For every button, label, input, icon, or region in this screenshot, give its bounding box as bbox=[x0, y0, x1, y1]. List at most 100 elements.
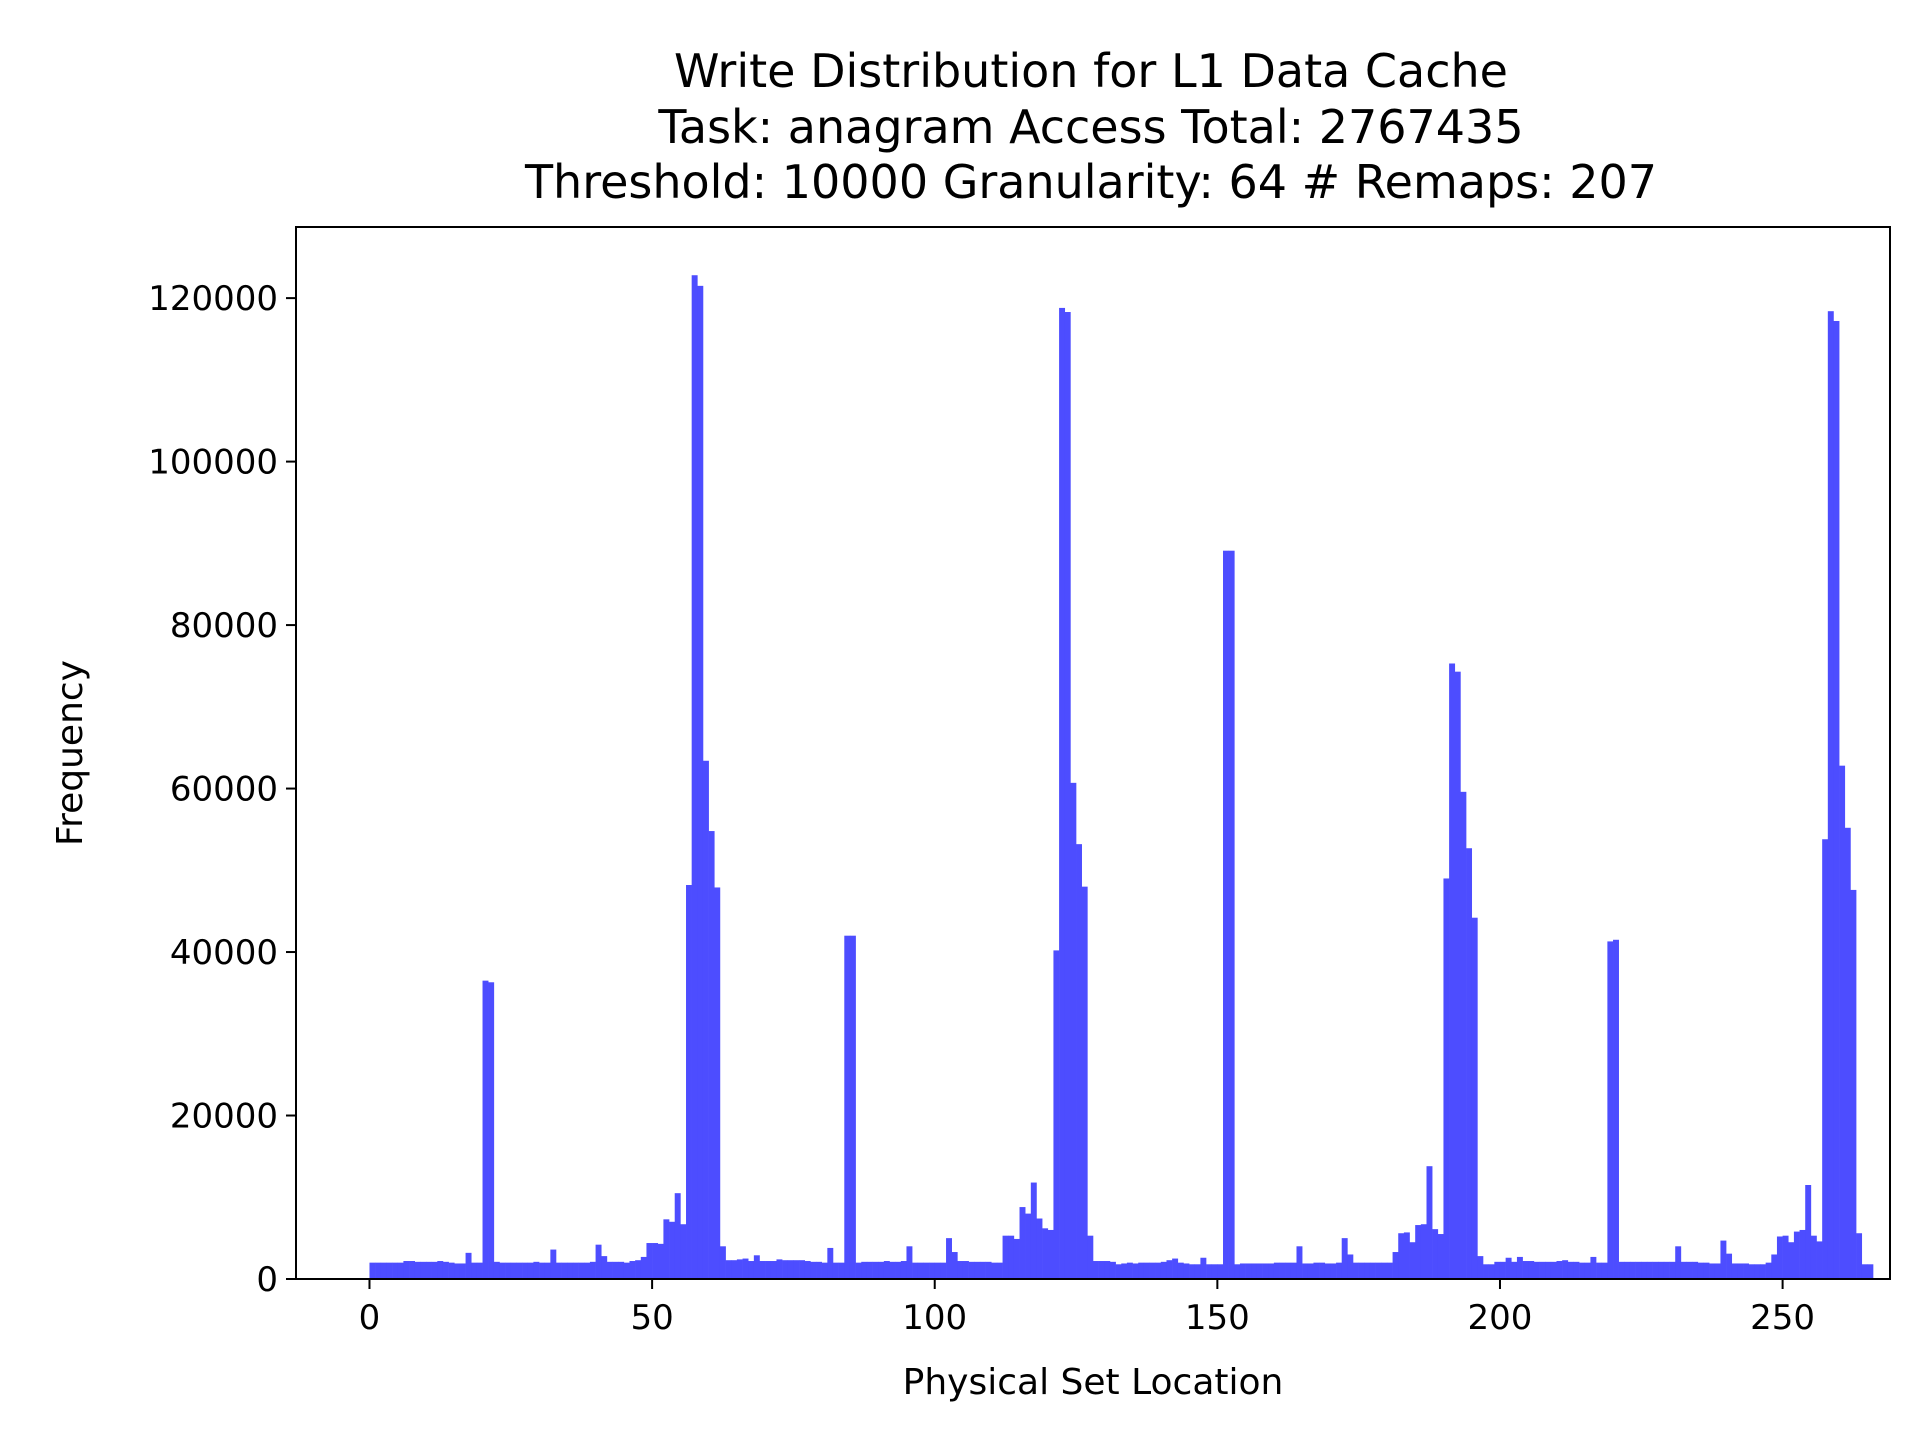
histogram-bar bbox=[652, 1243, 659, 1279]
histogram-bar bbox=[1573, 1261, 1580, 1279]
histogram-bar bbox=[1115, 1264, 1122, 1279]
histogram-bar bbox=[838, 1262, 845, 1279]
histogram-bar bbox=[409, 1261, 415, 1279]
histogram-bar bbox=[618, 1261, 625, 1279]
histogram-bar bbox=[1398, 1233, 1405, 1279]
histogram-bar bbox=[946, 1238, 952, 1279]
histogram-bar bbox=[1200, 1257, 1207, 1279]
histogram-bar bbox=[1714, 1263, 1721, 1279]
histogram-bar bbox=[1499, 1261, 1506, 1279]
histogram-bar bbox=[1477, 1256, 1484, 1279]
histogram-bar bbox=[1697, 1262, 1704, 1279]
histogram-bar bbox=[844, 935, 851, 1279]
histogram-bar bbox=[1488, 1264, 1495, 1279]
histogram-bar bbox=[1403, 1232, 1410, 1279]
histogram-bar bbox=[1782, 1235, 1789, 1279]
histogram-bar bbox=[1641, 1261, 1648, 1279]
histogram-bar bbox=[369, 1262, 376, 1279]
histogram-bar bbox=[465, 1252, 472, 1279]
histogram-bar bbox=[1409, 1242, 1416, 1279]
histogram-bar bbox=[1658, 1261, 1665, 1279]
histogram-bar bbox=[748, 1261, 755, 1279]
histogram-bar bbox=[1234, 1264, 1241, 1279]
histogram-bar bbox=[1019, 1207, 1026, 1279]
histogram-bar bbox=[1324, 1263, 1331, 1279]
histogram-bar bbox=[1166, 1260, 1173, 1279]
histogram-bar bbox=[516, 1262, 523, 1279]
histogram-bar bbox=[940, 1262, 947, 1279]
histogram-bar bbox=[731, 1260, 738, 1279]
histogram-bar bbox=[1703, 1262, 1710, 1279]
histogram-bar bbox=[1217, 1264, 1224, 1279]
histogram-bar bbox=[719, 1246, 726, 1279]
histogram-bar bbox=[1505, 1257, 1512, 1279]
histogram-bar bbox=[900, 1261, 907, 1279]
histogram-bar bbox=[578, 1262, 585, 1279]
histogram-bar bbox=[1567, 1261, 1574, 1279]
histogram-bar bbox=[493, 1261, 500, 1279]
histogram-bar bbox=[996, 1262, 1003, 1279]
histogram-bar bbox=[1177, 1262, 1184, 1279]
histogram-bar bbox=[1805, 1185, 1812, 1279]
histogram-bar bbox=[1319, 1262, 1326, 1279]
histogram-bar bbox=[1601, 1262, 1608, 1279]
histogram-bar bbox=[1307, 1263, 1314, 1279]
histogram-bar bbox=[1098, 1261, 1105, 1279]
histogram-bar bbox=[725, 1260, 732, 1279]
histogram-bar bbox=[1511, 1261, 1518, 1279]
histogram-bar bbox=[454, 1263, 461, 1279]
histogram-bar bbox=[1290, 1262, 1297, 1279]
histogram-bar bbox=[1239, 1263, 1246, 1279]
histogram-bar bbox=[1251, 1263, 1258, 1279]
histogram-bar bbox=[561, 1262, 568, 1279]
histogram-bar bbox=[1460, 791, 1467, 1279]
histogram-bar bbox=[1143, 1262, 1150, 1279]
histogram-bar bbox=[629, 1261, 636, 1279]
histogram-bar bbox=[589, 1261, 596, 1279]
histogram-bar bbox=[1302, 1263, 1309, 1279]
histogram-bar bbox=[1093, 1261, 1099, 1279]
histogram-bar bbox=[539, 1262, 546, 1279]
y-tick-label: 0 bbox=[256, 1260, 278, 1300]
histogram-bar bbox=[1765, 1262, 1772, 1279]
histogram-bar bbox=[1149, 1262, 1156, 1279]
histogram-bar bbox=[1183, 1263, 1190, 1279]
histogram-bar bbox=[929, 1262, 936, 1279]
histogram-bar bbox=[1336, 1262, 1343, 1279]
histogram-bar bbox=[1426, 1166, 1433, 1279]
histogram-bar bbox=[1353, 1262, 1359, 1279]
histogram-bar bbox=[974, 1261, 981, 1279]
histogram-bar bbox=[1692, 1261, 1699, 1279]
histogram-bar bbox=[556, 1262, 562, 1279]
histogram-bar bbox=[804, 1261, 811, 1279]
histogram-bar bbox=[1228, 550, 1235, 1279]
y-tick-label: 100000 bbox=[148, 443, 278, 483]
histogram-bar bbox=[1008, 1235, 1015, 1279]
histogram-bar bbox=[1652, 1261, 1659, 1279]
histogram-bar bbox=[674, 1193, 681, 1279]
chart-title-line-3: Threshold: 10000 Granularity: 64 # Remap… bbox=[524, 155, 1657, 209]
histogram-bar bbox=[968, 1261, 975, 1279]
chart-title-line-1: Write Distribution for L1 Data Cache bbox=[674, 44, 1508, 98]
histogram-bar bbox=[1211, 1264, 1218, 1279]
histogram-bar bbox=[708, 831, 715, 1279]
histogram-bar bbox=[985, 1261, 992, 1279]
histogram-bar bbox=[1793, 1231, 1800, 1279]
histogram-bar bbox=[895, 1261, 902, 1279]
histogram-bar bbox=[1743, 1263, 1749, 1279]
histogram-bar bbox=[386, 1262, 393, 1279]
y-tick-label: 80000 bbox=[170, 606, 278, 646]
histogram-bar bbox=[1556, 1261, 1563, 1279]
histogram-bar bbox=[793, 1260, 800, 1279]
histogram-bar bbox=[505, 1262, 512, 1279]
histogram-bar bbox=[957, 1261, 964, 1279]
histogram-bar bbox=[1415, 1225, 1422, 1279]
histogram-bar bbox=[471, 1262, 478, 1279]
histogram-bar bbox=[1810, 1235, 1817, 1279]
histogram-bar bbox=[1754, 1264, 1761, 1279]
histogram-bar bbox=[635, 1260, 642, 1279]
y-tick-label: 40000 bbox=[170, 933, 278, 973]
histogram-bar bbox=[1347, 1254, 1354, 1279]
histogram-bar bbox=[934, 1262, 941, 1279]
histogram-bar bbox=[572, 1262, 579, 1279]
